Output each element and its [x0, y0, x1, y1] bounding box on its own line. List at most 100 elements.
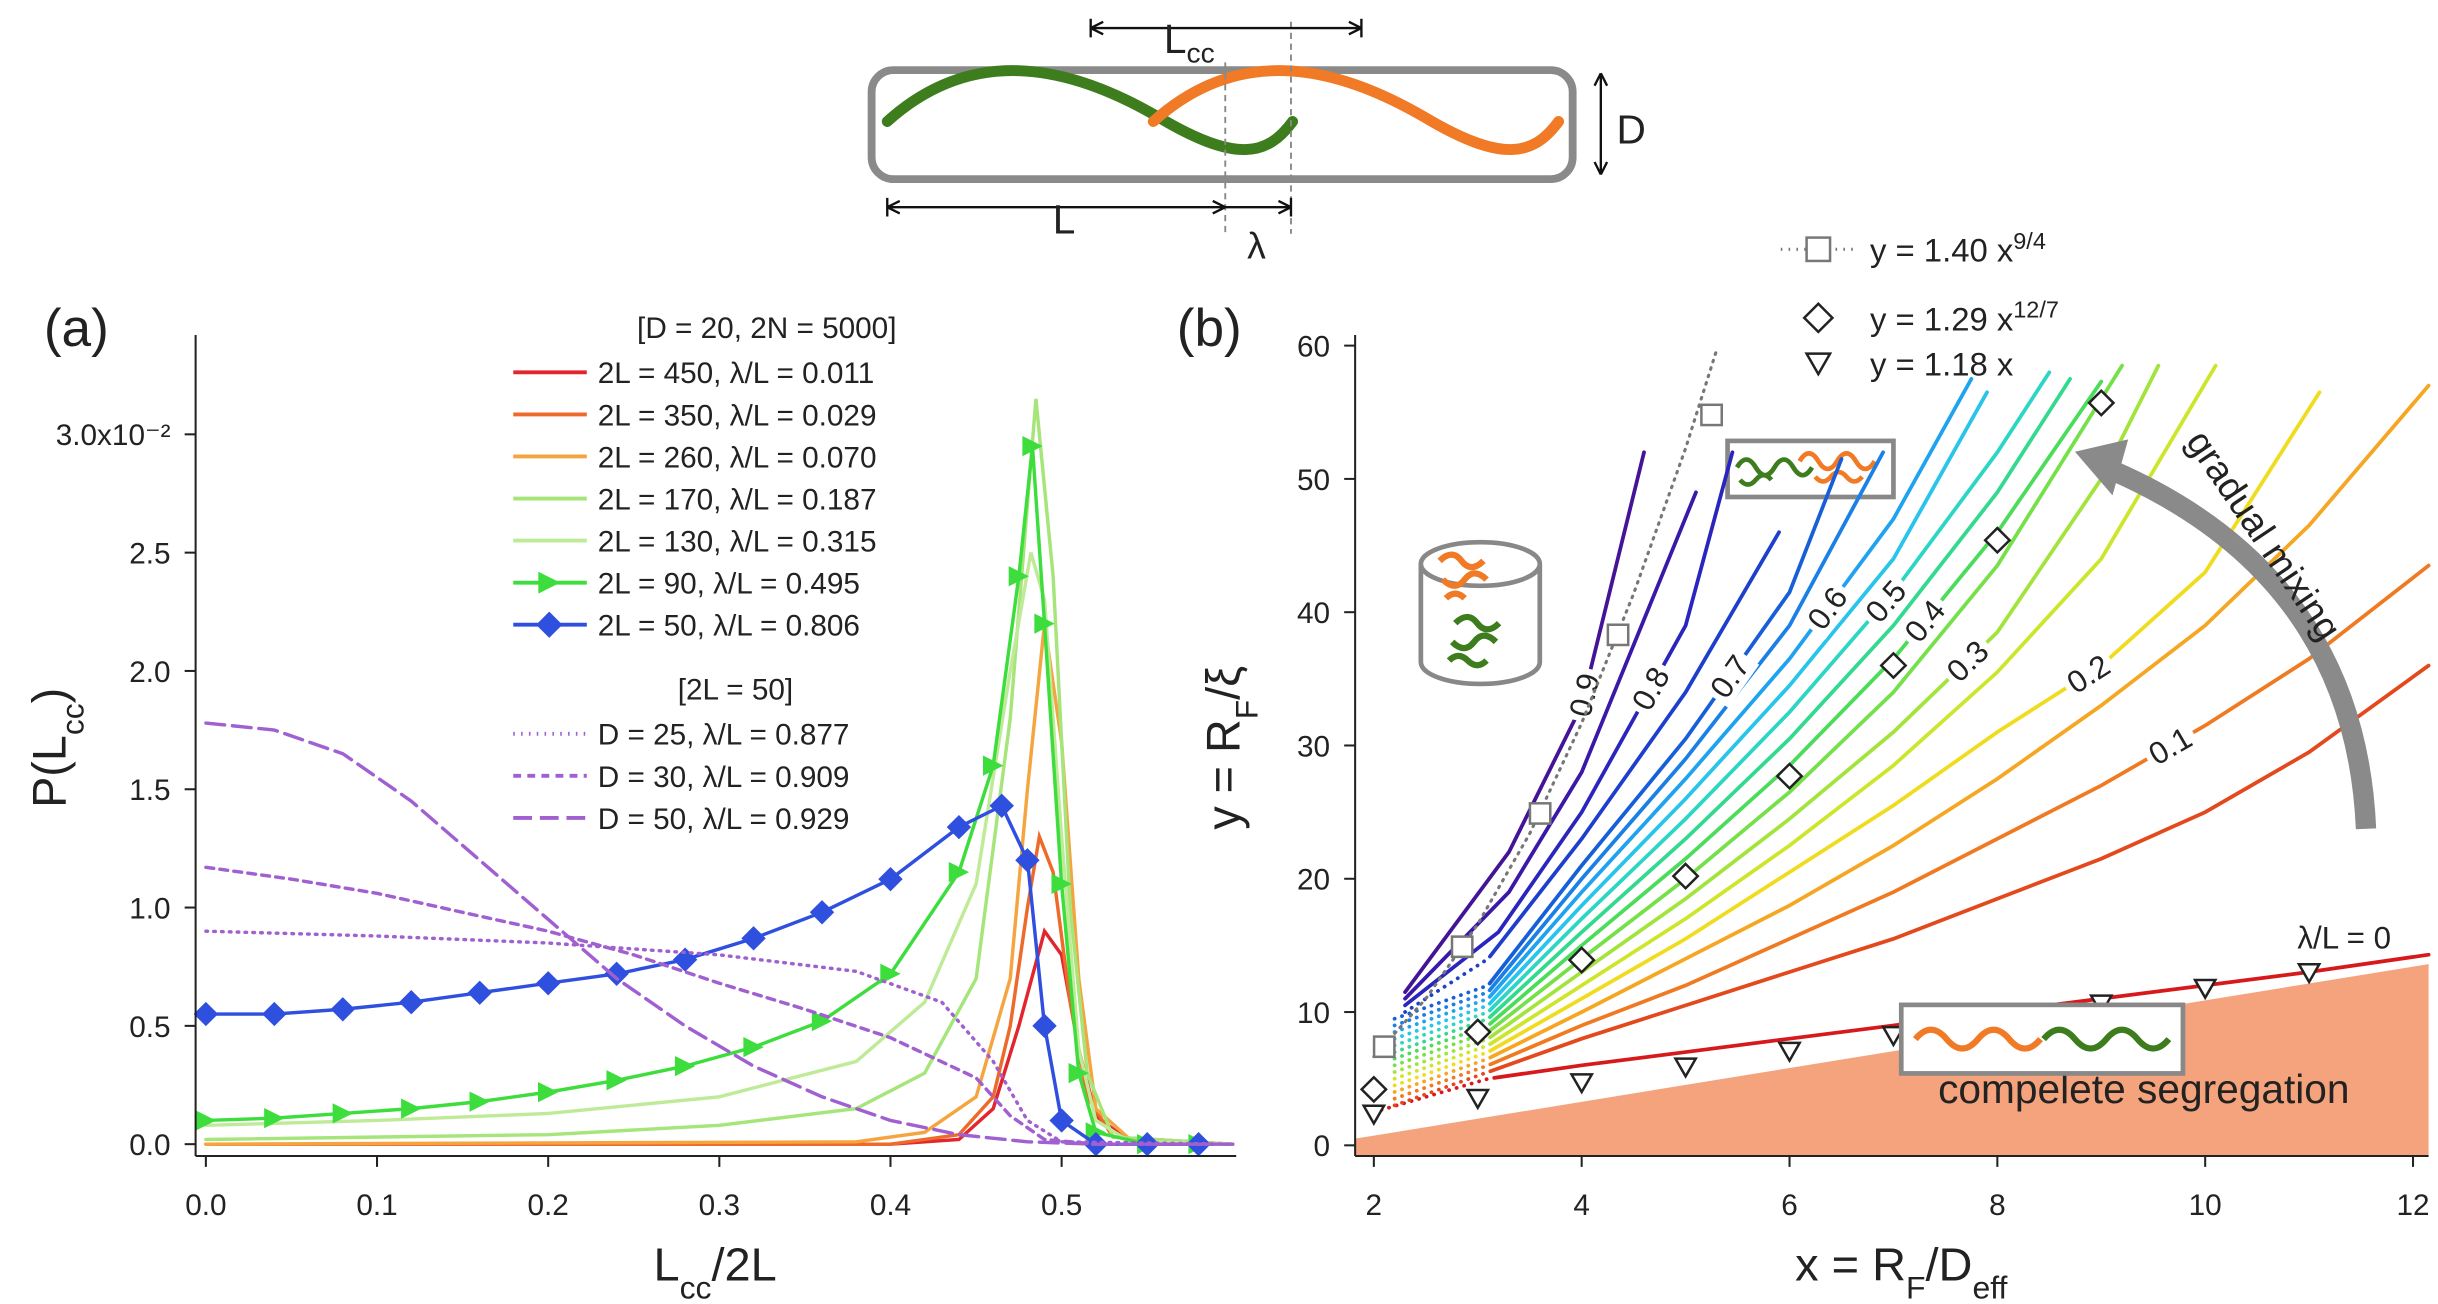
contour-label: 0.7	[1703, 649, 1757, 705]
legend-label: D = 50, λ/L = 0.929	[598, 803, 850, 836]
y-tick-label: 20	[1297, 864, 1330, 897]
series-line	[204, 803, 1201, 1146]
marker	[1463, 1018, 1492, 1046]
marker	[467, 980, 492, 1005]
contour-label: λ/L = 0	[2297, 920, 2391, 955]
panel-label: (a)	[44, 299, 109, 358]
marker	[741, 926, 766, 951]
marker	[1777, 1041, 1802, 1064]
y-tick-label: 1.0	[129, 893, 170, 926]
legend-exponent: 9/4	[2013, 228, 2046, 254]
contour-line	[1403, 450, 1646, 994]
marker	[1008, 566, 1030, 587]
marker	[536, 611, 563, 638]
cylinder-green	[1446, 613, 1502, 669]
legend-label: 2L = 90, λ/L = 0.495	[598, 568, 860, 601]
contour-label-bg	[1894, 589, 1955, 653]
legend-label: y = 1.29 x12/7	[1870, 296, 2059, 337]
x-tick-label: 0.2	[528, 1189, 569, 1222]
marker	[809, 900, 835, 925]
label-part: /D	[1926, 1239, 1973, 1291]
marker	[1804, 352, 1833, 377]
y-tick-label: 0	[1314, 1130, 1331, 1163]
y-tick-label: 40	[1297, 597, 1330, 630]
contour-line	[1392, 363, 2124, 1068]
marker	[811, 1011, 833, 1032]
lcc-arrow	[1089, 18, 1363, 38]
x-tick-label: 0.4	[870, 1189, 911, 1222]
marker	[1671, 862, 1700, 891]
mixed-green	[1734, 457, 1815, 487]
segregated-green	[2041, 1026, 2172, 1052]
x-tick-label: 12	[2396, 1189, 2429, 1222]
y-tick-label: 2.5	[129, 538, 170, 571]
marker	[1673, 1057, 1698, 1079]
legend-label: D = 30, λ/L = 0.909	[598, 761, 850, 794]
label-part: /ξ	[1197, 666, 1249, 700]
marker	[1879, 651, 1908, 680]
contour-label-bg	[1622, 657, 1679, 720]
marker	[743, 1037, 764, 1058]
legend-label: 2L = 260, λ/L = 0.070	[598, 441, 877, 474]
legend-exponent: 12/7	[2013, 296, 2059, 322]
contour-line	[1392, 390, 2322, 1088]
legend-label: 2L = 130, λ/L = 0.315	[598, 526, 877, 559]
d-arrow	[1593, 72, 1609, 176]
legend-label: 2L = 170, λ/L = 0.187	[598, 484, 877, 517]
marker	[880, 963, 901, 984]
y-tick-label: 0.5	[129, 1011, 170, 1044]
label-part: y = R	[1197, 719, 1249, 829]
marker	[538, 1081, 559, 1103]
marker	[1567, 946, 1596, 974]
x-axis-title: Lcc/2L	[653, 1239, 776, 1304]
contour-line	[1392, 363, 2218, 1081]
marker	[401, 1098, 422, 1119]
x-tick-label: 0.5	[1041, 1189, 1082, 1222]
contour-label-bg	[2056, 645, 2120, 703]
legend-name: y = 1.40 x	[1870, 232, 2014, 269]
series-line	[204, 552, 1235, 1146]
lcc-label: Lcc	[1164, 16, 1215, 68]
marker	[878, 867, 903, 892]
label-part: eff	[1972, 1270, 2007, 1304]
contour-line	[1392, 383, 2431, 1094]
legend-label: D = 25, λ/L = 0.877	[598, 719, 850, 752]
plots: [D = 20, 2N = 5000] 2L = 450, λ/L = 0.011…	[24, 228, 2431, 1304]
marker	[538, 571, 561, 594]
marker	[1805, 236, 1832, 263]
marker	[2192, 978, 2218, 1001]
lambda-label: λ	[1247, 225, 1266, 267]
legend-title: [2L = 50]	[678, 674, 793, 707]
x-axis-title: x = RF/Deff	[1795, 1239, 2007, 1304]
marker	[604, 961, 629, 986]
contour-line	[1392, 370, 2052, 1048]
marker	[1032, 1013, 1057, 1039]
y-tick-label: 60	[1297, 331, 1330, 364]
legend-label: y = 1.18 x	[1870, 346, 2014, 383]
contour-line	[1392, 377, 1974, 1034]
marker	[1068, 1063, 1089, 1084]
x-tick-label: 6	[1781, 1189, 1798, 1222]
contour-label-bg	[1561, 665, 1608, 725]
marker	[330, 997, 356, 1022]
x-tick-label: 0.0	[185, 1189, 226, 1222]
segregated-orange	[1912, 1026, 2043, 1052]
y-tick-label: 30	[1297, 730, 1330, 763]
contour-line	[1392, 457, 1844, 1021]
contour-line	[1392, 377, 2072, 1054]
marker	[1051, 873, 1072, 895]
legend-title: [D = 20, 2N = 5000]	[637, 312, 896, 345]
panel-label: (b)	[1177, 299, 1242, 358]
marker	[989, 793, 1014, 818]
contour-line	[1372, 952, 2431, 1114]
contour-label-bg	[2138, 717, 2202, 774]
overlay: gradual mixing	[1898, 422, 2377, 1076]
marker	[1022, 436, 1043, 457]
contour-line	[1392, 379, 2104, 1061]
marker	[1700, 403, 1724, 427]
marker	[1983, 526, 2012, 555]
label-part: x = R	[1795, 1239, 1906, 1291]
marker	[606, 1070, 627, 1091]
series-line	[204, 623, 1235, 1146]
